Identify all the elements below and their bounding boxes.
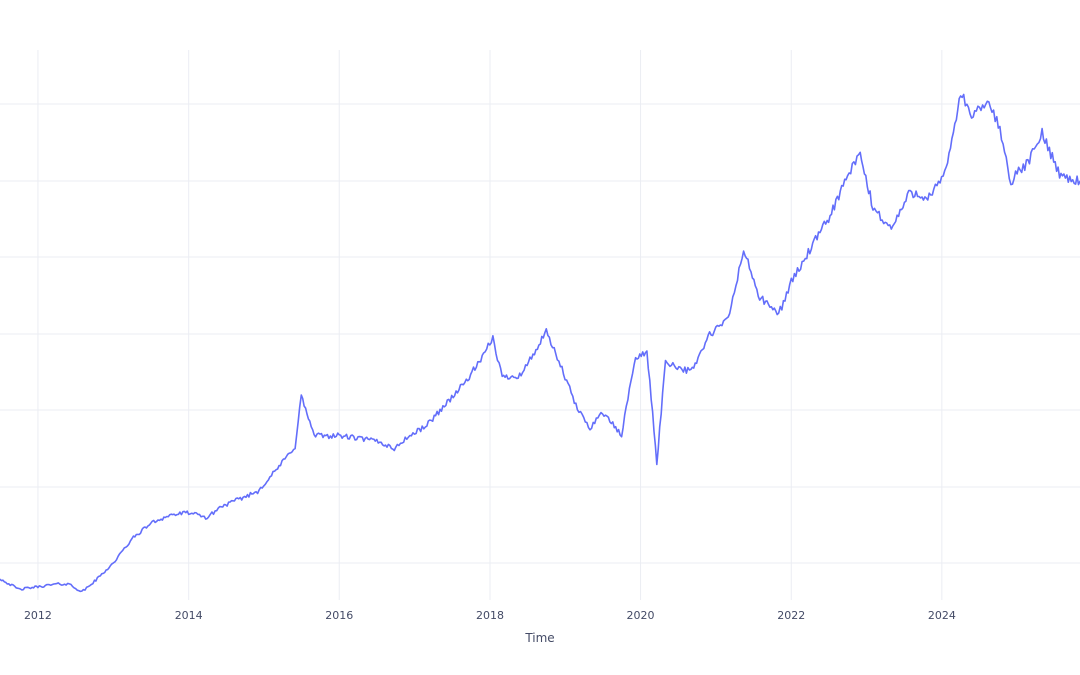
series-layer	[0, 93, 1080, 593]
x-tick-label: 2016	[325, 609, 353, 622]
series-line	[0, 93, 1080, 593]
x-axis-ticks: 2012 2014 2016 2018 2020 2022 2024	[24, 609, 956, 622]
x-tick-label: 2018	[476, 609, 504, 622]
x-tick-label: 2024	[928, 609, 956, 622]
x-tick-label: 2022	[777, 609, 805, 622]
x-tick-label: 2014	[175, 609, 203, 622]
x-axis-title: Time	[524, 631, 554, 645]
x-tick-label: 2020	[627, 609, 655, 622]
grid	[0, 50, 1080, 600]
x-tick-label: 2012	[24, 609, 52, 622]
